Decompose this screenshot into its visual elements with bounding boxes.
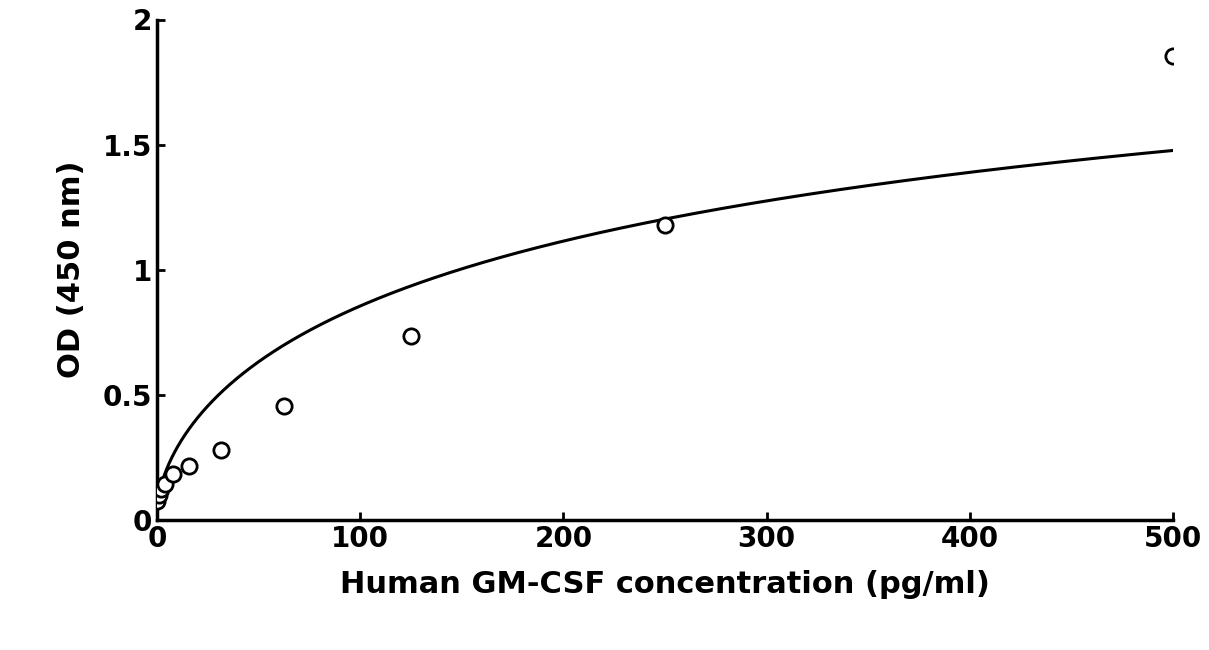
X-axis label: Human GM-CSF concentration (pg/ml): Human GM-CSF concentration (pg/ml) [340, 569, 990, 599]
Y-axis label: OD (450 nm): OD (450 nm) [57, 161, 86, 378]
